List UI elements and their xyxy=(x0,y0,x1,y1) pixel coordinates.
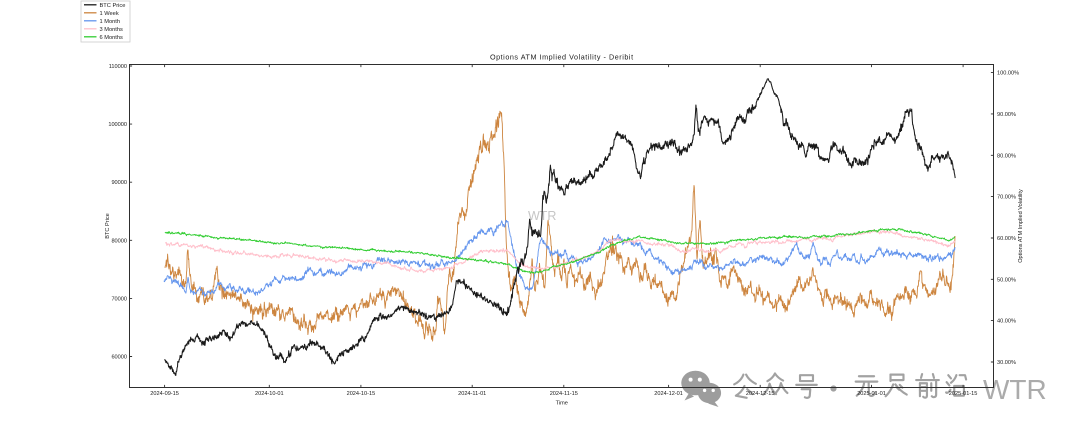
svg-text:110000: 110000 xyxy=(109,64,127,70)
svg-text:70000: 70000 xyxy=(111,296,127,302)
svg-text:2024-11-01: 2024-11-01 xyxy=(458,391,486,397)
svg-text:2025-01-15: 2025-01-15 xyxy=(949,391,978,397)
svg-text:2024-09-15: 2024-09-15 xyxy=(150,391,179,397)
svg-text:2024-10-01: 2024-10-01 xyxy=(255,391,284,397)
svg-text:50.00%: 50.00% xyxy=(997,277,1016,283)
svg-text:2024-12-01: 2024-12-01 xyxy=(654,391,683,397)
svg-text:80000: 80000 xyxy=(111,238,127,244)
svg-text:BTC Price: BTC Price xyxy=(100,3,126,9)
svg-text:1 Week: 1 Week xyxy=(100,11,119,17)
svg-text:70.00%: 70.00% xyxy=(997,195,1016,201)
svg-text:BTC Price: BTC Price xyxy=(105,213,111,239)
svg-text:2024-10-15: 2024-10-15 xyxy=(347,391,376,397)
svg-text:80.00%: 80.00% xyxy=(997,153,1016,159)
svg-text:3 Months: 3 Months xyxy=(100,27,124,33)
svg-text:1 Month: 1 Month xyxy=(100,19,121,25)
svg-text:90000: 90000 xyxy=(111,180,127,186)
svg-text:60000: 60000 xyxy=(111,355,127,361)
svg-text:2024-11-15: 2024-11-15 xyxy=(550,391,578,397)
svg-text:Time: Time xyxy=(556,401,568,407)
svg-text:WTR: WTR xyxy=(983,374,1047,405)
svg-text:2025-01-01: 2025-01-01 xyxy=(857,391,886,397)
svg-text:30.00%: 30.00% xyxy=(997,360,1016,366)
svg-text:6 Months: 6 Months xyxy=(100,35,124,41)
svg-text:40.00%: 40.00% xyxy=(997,319,1016,325)
svg-text:100000: 100000 xyxy=(108,122,127,128)
svg-text:90.00%: 90.00% xyxy=(997,112,1016,118)
svg-text:100.00%: 100.00% xyxy=(997,71,1019,77)
svg-text:Options ATM Implied Volatility: Options ATM Implied Volatility xyxy=(1018,189,1024,263)
svg-text:60.00%: 60.00% xyxy=(997,236,1016,242)
svg-text:2024-12-15: 2024-12-15 xyxy=(746,391,775,397)
svg-text:Options ATM Implied Volatility: Options ATM Implied Volatility - Deribit xyxy=(490,53,634,62)
